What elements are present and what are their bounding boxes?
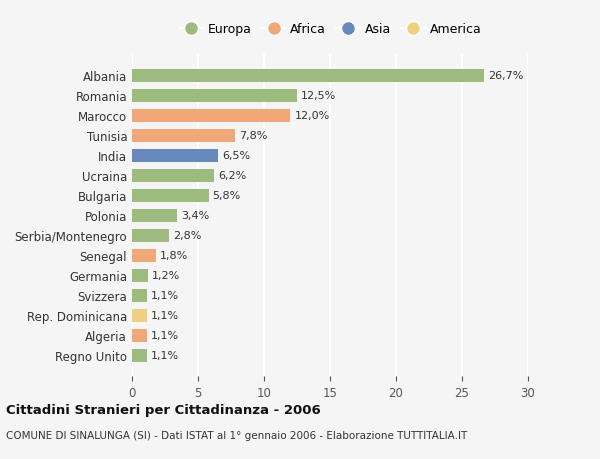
Bar [132,90,297,102]
Text: 1,8%: 1,8% [160,251,188,261]
Text: 2,8%: 2,8% [173,231,201,241]
Bar [132,129,235,142]
Bar [132,309,146,322]
Text: 5,8%: 5,8% [212,191,241,201]
Text: 12,0%: 12,0% [295,111,329,121]
Bar [132,329,146,342]
Text: Cittadini Stranieri per Cittadinanza - 2006: Cittadini Stranieri per Cittadinanza - 2… [6,403,321,416]
Text: 7,8%: 7,8% [239,131,267,141]
Bar [132,70,484,83]
Bar [132,289,146,302]
Text: 12,5%: 12,5% [301,91,336,101]
Text: 1,1%: 1,1% [151,330,179,340]
Text: COMUNE DI SINALUNGA (SI) - Dati ISTAT al 1° gennaio 2006 - Elaborazione TUTTITAL: COMUNE DI SINALUNGA (SI) - Dati ISTAT al… [6,431,467,440]
Legend: Europa, Africa, Asia, America: Europa, Africa, Asia, America [175,20,485,40]
Bar [132,349,146,362]
Bar [132,269,148,282]
Bar [132,150,218,162]
Text: 6,5%: 6,5% [222,151,250,161]
Bar [132,189,209,202]
Text: 3,4%: 3,4% [181,211,209,221]
Text: 6,2%: 6,2% [218,171,246,181]
Bar [132,249,156,262]
Text: 26,7%: 26,7% [488,71,524,81]
Bar [132,209,177,222]
Bar [132,229,169,242]
Text: 1,1%: 1,1% [151,310,179,320]
Text: 1,2%: 1,2% [152,270,180,280]
Bar [132,110,290,123]
Text: 1,1%: 1,1% [151,350,179,360]
Text: 1,1%: 1,1% [151,291,179,301]
Bar [132,169,214,182]
